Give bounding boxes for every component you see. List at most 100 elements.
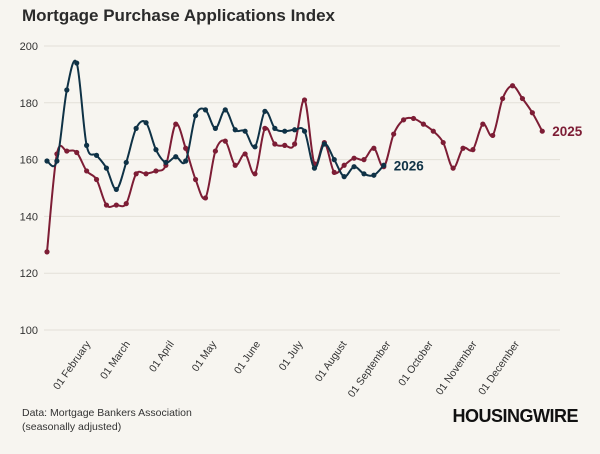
series-2026	[44, 59, 387, 193]
data-point	[331, 169, 337, 175]
data-point	[103, 165, 110, 171]
data-point	[54, 158, 60, 164]
data-point	[262, 125, 268, 131]
data-point	[371, 145, 377, 151]
data-point	[371, 172, 377, 178]
data-point	[420, 121, 426, 127]
data-point	[321, 141, 327, 147]
data-point	[262, 108, 268, 114]
data-point	[133, 171, 139, 177]
chart-title: Mortgage Purchase Applications Index	[22, 6, 335, 25]
data-point	[361, 157, 367, 163]
data-point	[93, 152, 100, 158]
data-point	[222, 138, 228, 144]
x-axis-ticks: 01 February 01 March 01 April 01 May 01 June…	[51, 338, 522, 400]
data-point	[440, 139, 446, 146]
x-tick-label: 01 August	[313, 339, 350, 384]
data-point	[410, 115, 417, 122]
data-point	[143, 120, 149, 126]
data-point	[282, 142, 288, 148]
data-point	[202, 195, 209, 201]
data-point	[361, 171, 367, 177]
data-point	[173, 121, 179, 127]
series-label-2026: 2026	[394, 158, 425, 173]
series-lines	[44, 59, 545, 255]
series-labels: 2025 2026	[394, 124, 583, 173]
data-point	[74, 60, 80, 66]
data-point	[192, 176, 199, 183]
data-point	[212, 148, 218, 154]
data-point	[113, 186, 119, 193]
data-point	[400, 117, 407, 123]
series-line-2025	[46, 84, 544, 253]
x-tick-label: 01 March	[98, 339, 133, 382]
data-point	[539, 128, 545, 134]
data-point	[381, 162, 387, 168]
data-point	[183, 145, 189, 151]
data-point	[192, 112, 199, 119]
data-point	[44, 158, 50, 164]
data-point	[153, 147, 159, 153]
y-tick-label: 100	[20, 325, 38, 337]
data-point	[311, 165, 318, 171]
data-point	[519, 95, 526, 102]
data-point	[212, 125, 218, 131]
data-point	[292, 141, 298, 147]
x-tick-label: 01 November	[434, 338, 480, 397]
x-tick-label: 01 October	[396, 338, 436, 388]
data-point	[153, 168, 159, 174]
data-point	[480, 121, 486, 127]
data-point	[64, 148, 70, 154]
data-point	[113, 202, 119, 208]
data-point	[301, 97, 308, 103]
data-point	[133, 125, 139, 131]
data-point	[123, 201, 129, 207]
data-point	[351, 155, 357, 161]
y-tick-label: 200	[20, 41, 38, 53]
data-point	[331, 157, 337, 163]
y-axis-ticks: 100 120 140 160 180 200	[20, 41, 38, 337]
grid-lines	[44, 45, 560, 331]
series-2025	[44, 83, 545, 255]
data-point	[123, 159, 129, 166]
source-line-2: (seasonally adjusted)	[22, 421, 122, 433]
x-tick-label: 01 December	[476, 338, 522, 397]
data-point	[44, 249, 50, 255]
data-point	[460, 145, 466, 151]
data-point	[173, 154, 179, 160]
y-tick-label: 140	[20, 211, 38, 223]
data-point	[84, 142, 90, 148]
data-point	[143, 171, 149, 177]
series-label-2025: 2025	[552, 124, 583, 139]
data-point	[252, 144, 258, 150]
data-point	[430, 128, 436, 134]
data-point	[529, 110, 535, 116]
data-point	[183, 158, 189, 164]
y-tick-label: 180	[20, 98, 38, 110]
data-point	[232, 162, 238, 168]
y-tick-label: 160	[20, 155, 38, 167]
data-point	[242, 151, 248, 157]
data-point	[84, 168, 90, 174]
data-point	[301, 128, 308, 134]
data-point	[450, 165, 456, 171]
source-note: Data: Mortgage Bankers Association (seas…	[22, 406, 192, 434]
data-point	[64, 87, 70, 93]
source-line-1: Data: Mortgage Bankers Association	[22, 407, 192, 419]
data-point	[509, 83, 516, 89]
data-point	[232, 127, 238, 133]
data-point	[252, 171, 258, 177]
data-point	[341, 162, 347, 168]
data-point	[272, 141, 278, 147]
data-point	[93, 176, 100, 183]
data-point	[74, 149, 80, 156]
data-point	[163, 159, 169, 166]
x-tick-label: 01 April	[147, 339, 177, 375]
data-point	[470, 147, 476, 153]
x-tick-label: 01 June	[232, 339, 263, 377]
y-tick-label: 120	[20, 268, 38, 280]
x-tick-label: 01 May	[190, 338, 220, 374]
data-point	[490, 132, 496, 139]
data-point	[500, 95, 506, 102]
